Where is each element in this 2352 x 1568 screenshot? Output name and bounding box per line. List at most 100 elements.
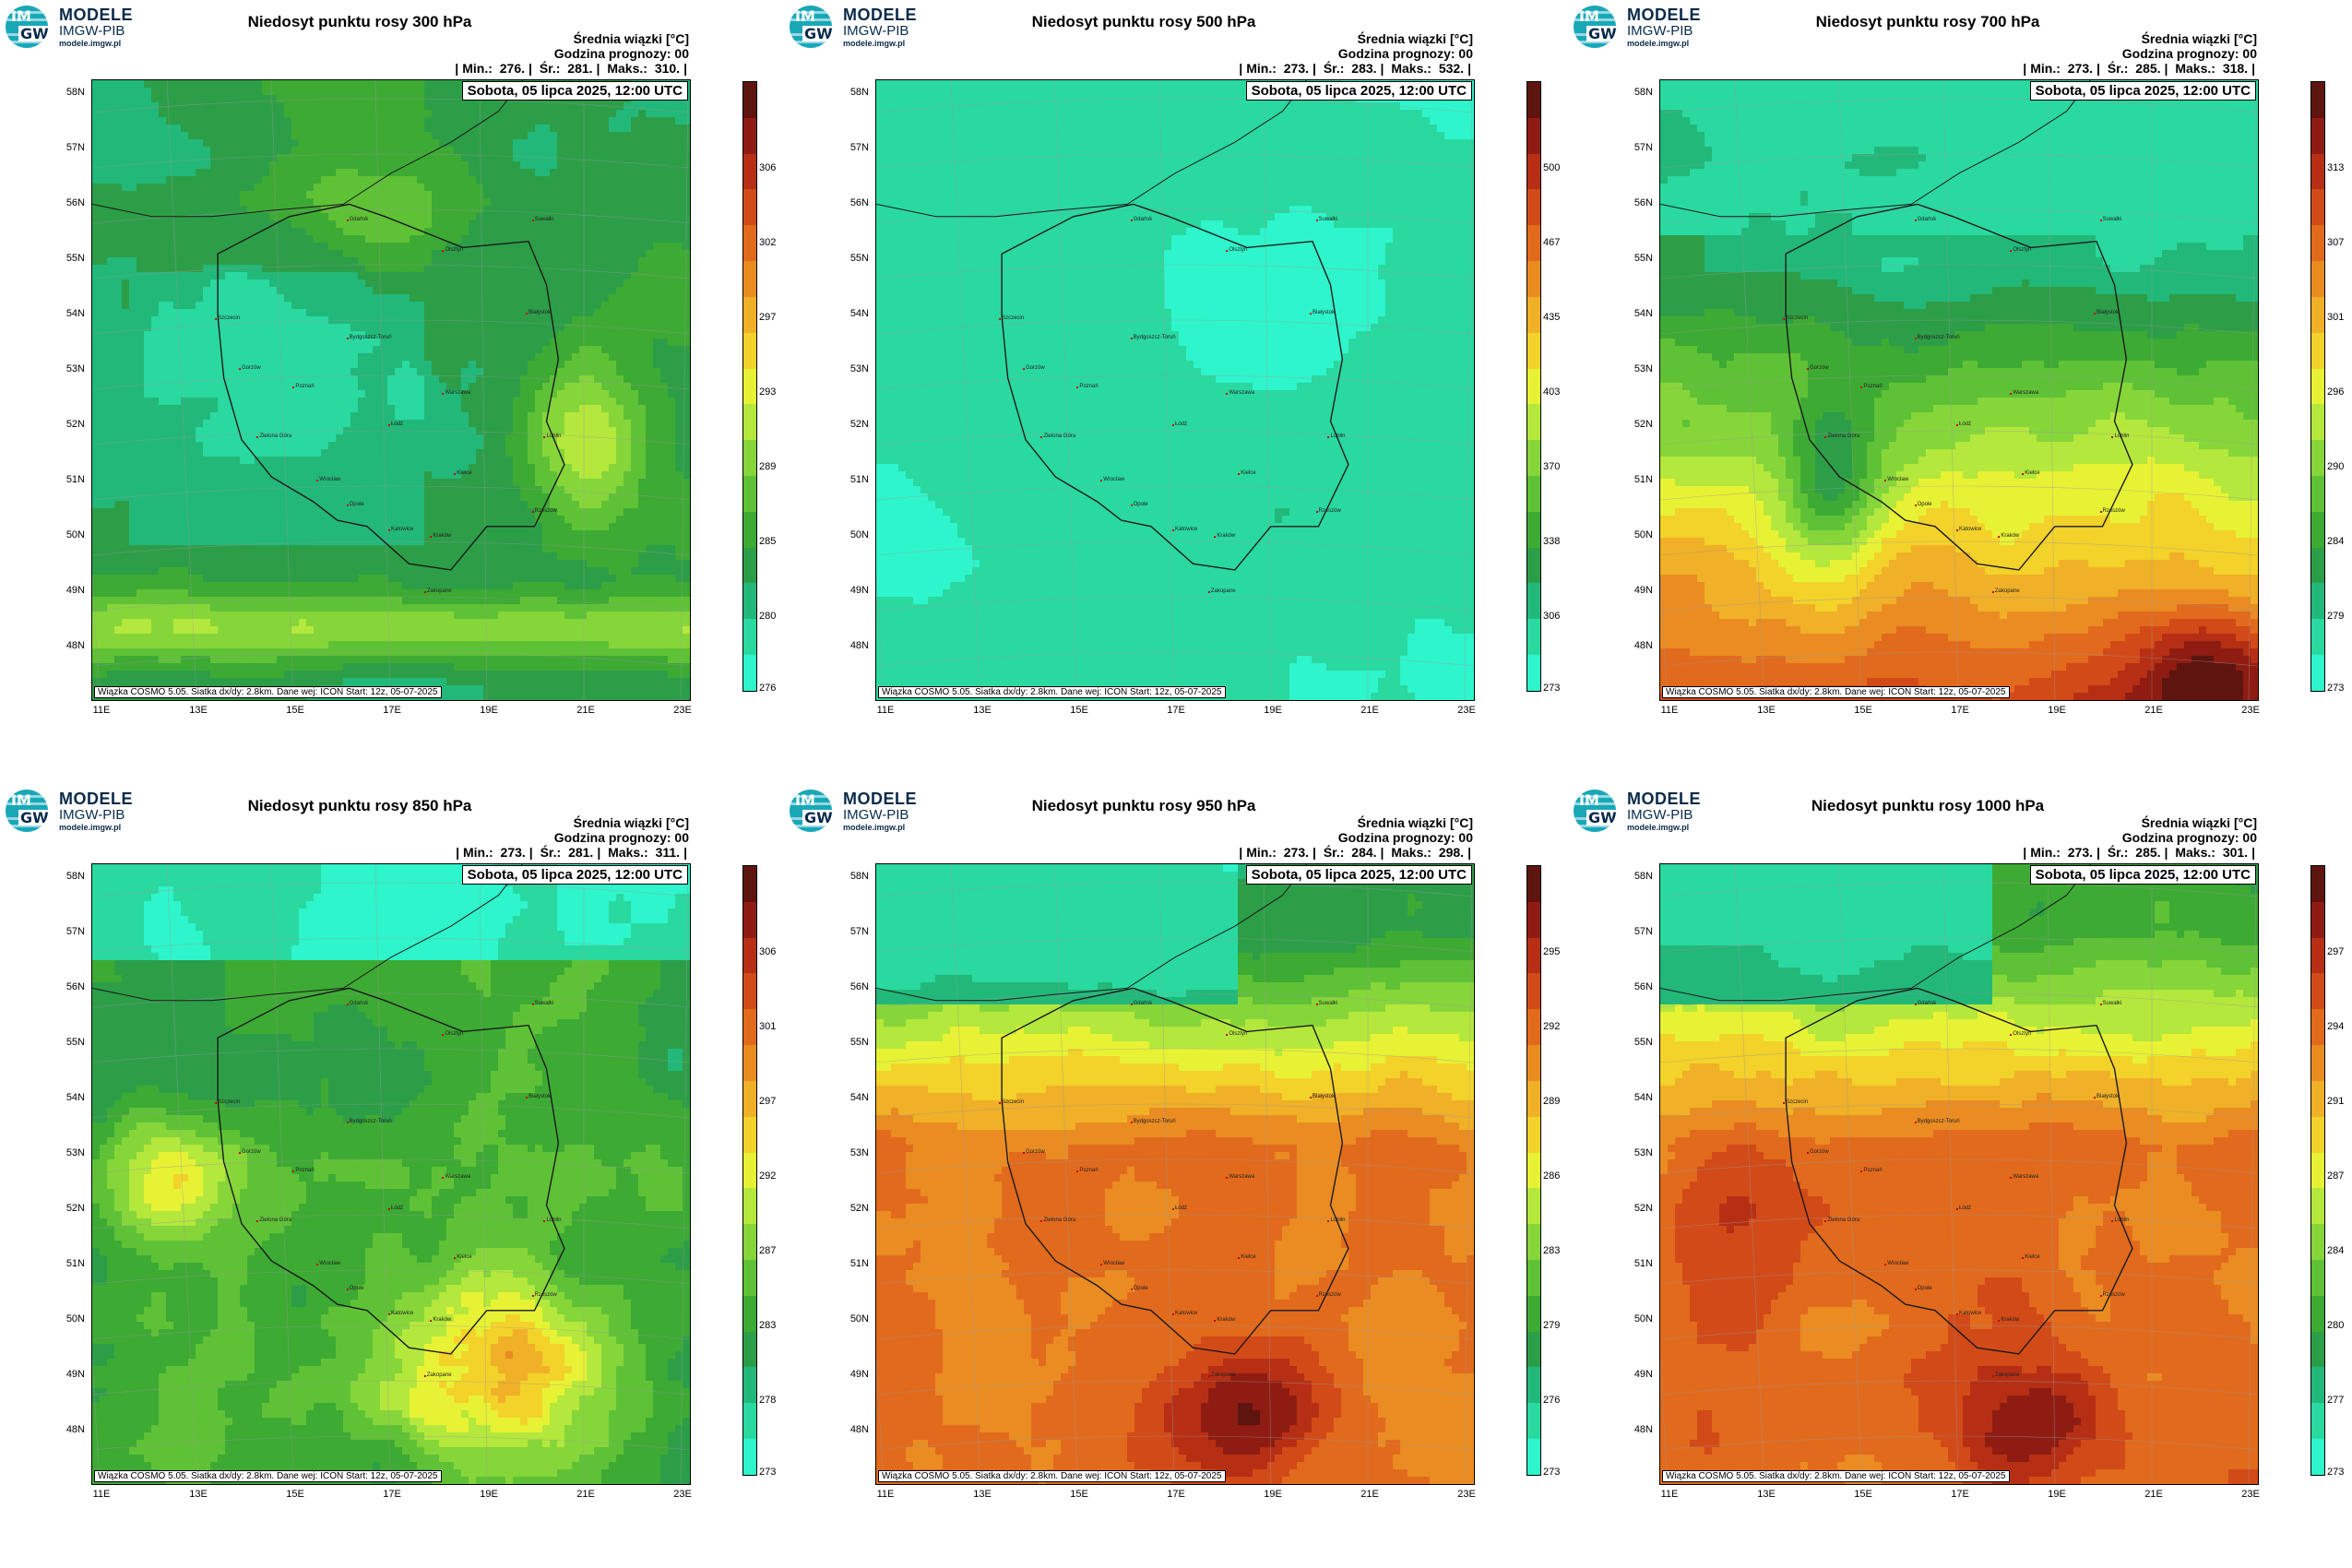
colorbar-segment: [1527, 1152, 1540, 1189]
city-label: Kielce: [1238, 1254, 1256, 1260]
colorbar-tick: 279: [2327, 611, 2344, 622]
longitude-label: 11E: [1651, 705, 1688, 716]
city-label: Lublin: [543, 434, 561, 439]
latitude-label: 50N: [48, 1313, 85, 1324]
city-label: Suwałki: [2099, 217, 2121, 222]
map-area[interactable]: Sobota, 05 lipca 2025, 12:00 UTC Wiązka …: [1659, 79, 2259, 701]
city-label: Białystok: [1310, 310, 1335, 315]
latitude-label: 56N: [1616, 197, 1653, 208]
colorbar-segment: [2311, 225, 2324, 262]
forecast-hour: Godzina prognozy: 00: [2122, 46, 2257, 61]
latitude-gridline: [92, 1324, 690, 1340]
city-label: Wrocław: [316, 477, 340, 482]
city-label: Łódź: [387, 1206, 403, 1211]
colorbar-segment: [743, 117, 756, 154]
coastline: [1660, 864, 2091, 1002]
city-label: Łódź: [1171, 1206, 1187, 1211]
latitude-gridline: [1660, 937, 2258, 953]
longitude-label: 21E: [2135, 1489, 2172, 1500]
colorbar-segment: [1527, 619, 1540, 655]
latitude-label: 49N: [832, 1369, 869, 1380]
city-label: Wrocław: [316, 1261, 340, 1266]
logo-subtitle: IMGW-PIB: [59, 807, 125, 823]
colorbar-tick: 273: [1543, 683, 1560, 694]
colorbar-segment: [2311, 1224, 2324, 1260]
colorbar-tick: 313: [2327, 162, 2344, 173]
logo-title: MODELE: [1627, 790, 1701, 809]
colorbar: [1526, 865, 1541, 1476]
colorbar-segment: [1527, 1009, 1540, 1046]
city-label: Zakopane: [1207, 588, 1236, 594]
latitude-label: 54N: [1616, 1092, 1653, 1103]
city-label: Łódź: [1955, 1206, 1971, 1211]
city-label: Katowice: [1171, 1311, 1197, 1316]
longitude-label: 19E: [1254, 1489, 1291, 1500]
mean-label: Śr.:: [2108, 845, 2129, 860]
city-label: Gdańsk: [346, 217, 368, 222]
latitude-gridline: [92, 319, 690, 335]
city-label: Olsztyn: [1226, 1031, 1247, 1037]
forecast-hour: Godzina prognozy: 00: [1338, 830, 1473, 845]
longitude-gridline: [680, 864, 689, 1484]
colorbar-segment: [743, 1403, 756, 1439]
city-label: Gorzów: [1023, 1149, 1045, 1155]
colorbar-tick: 273: [2327, 1467, 2344, 1478]
longitude-gridline: [1158, 864, 1175, 1484]
longitude-label: 13E: [1748, 705, 1785, 716]
colorbar-segment: [743, 655, 756, 691]
city-label: Olsztyn: [1226, 247, 1247, 253]
logo-mark-top: IM: [795, 791, 815, 809]
imgw-logo-icon: IM GW: [1574, 6, 1616, 48]
map-area[interactable]: Sobota, 05 lipca 2025, 12:00 UTC Wiązka …: [91, 863, 691, 1485]
city-label: Wrocław: [1884, 477, 1908, 482]
logo-url: modele.imgw.pl: [1627, 823, 1689, 832]
latitude-label: 48N: [48, 1424, 85, 1435]
latitude-gridline: [876, 1103, 1474, 1119]
latitude-label: 56N: [1616, 981, 1653, 992]
latitude-label: 54N: [832, 1092, 869, 1103]
latitude-label: 54N: [48, 308, 85, 319]
city-label: Zielona Góra: [256, 1218, 291, 1223]
latitude-gridline: [1660, 264, 2258, 279]
longitude-label: 13E: [964, 705, 1001, 716]
latitude-gridline: [1660, 1380, 2258, 1396]
city-label: Gorzów: [1023, 365, 1045, 371]
colorbar-tick: 276: [759, 683, 776, 694]
map-area[interactable]: Sobota, 05 lipca 2025, 12:00 UTC Wiązka …: [875, 863, 1475, 1485]
longitude-label: 23E: [664, 1489, 701, 1500]
latitude-label: 50N: [1616, 529, 1653, 540]
colorbar-tick: 295: [1543, 946, 1560, 957]
map-area[interactable]: Sobota, 05 lipca 2025, 12:00 UTC Wiązka …: [875, 79, 1475, 701]
unit-label: Średnia wiązki [°C]: [2142, 31, 2257, 46]
latitude-label: 51N: [1616, 474, 1653, 485]
map-area[interactable]: Sobota, 05 lipca 2025, 12:00 UTC Wiązka …: [91, 79, 691, 701]
imgw-logo-icon: IM GW: [6, 790, 48, 832]
city-label: Gorzów: [239, 365, 261, 371]
heatmap-field: [876, 80, 1474, 700]
longitude-label: 19E: [470, 1489, 507, 1500]
latitude-gridline: [876, 319, 1474, 335]
poland-border: [1785, 203, 2133, 571]
panel-title: Niedosyt punktu rosy 850 hPa: [148, 797, 572, 815]
colorbar-segment: [743, 1367, 756, 1404]
max-label: Maks.:: [1391, 61, 1431, 76]
colorbar-tick: 280: [759, 611, 776, 622]
latitude-gridline: [876, 1048, 1474, 1063]
logo-title: MODELE: [843, 6, 917, 25]
latitude-gridline: [876, 596, 1474, 612]
colorbar-segment: [2311, 655, 2324, 691]
colorbar-segment: [2311, 1439, 2324, 1475]
city-label: Szczecin: [215, 315, 240, 321]
colorbar-segment: [1527, 1080, 1540, 1117]
valid-date: Sobota, 05 lipca 2025, 12:00 UTC: [1245, 81, 1472, 101]
min-label: Min.:: [2030, 845, 2061, 860]
longitude-label: 23E: [1448, 1489, 1485, 1500]
colorbar-tick: 283: [759, 1320, 776, 1331]
map-area[interactable]: Sobota, 05 lipca 2025, 12:00 UTC Wiązka …: [1659, 863, 2259, 1485]
colorbar-segment: [743, 1331, 756, 1368]
model-info: Wiązka COSMO 5.05. Siatka dx/dy: 2.8km. …: [878, 1470, 1226, 1482]
longitude-label: 21E: [2135, 705, 2172, 716]
forecast-panel-p1000: IM GW MODELE IMGW-PIB modele.imgw.pl Nie…: [1568, 784, 2352, 1568]
latitude-label: 54N: [1616, 308, 1653, 319]
latitude-label: 53N: [48, 363, 85, 374]
